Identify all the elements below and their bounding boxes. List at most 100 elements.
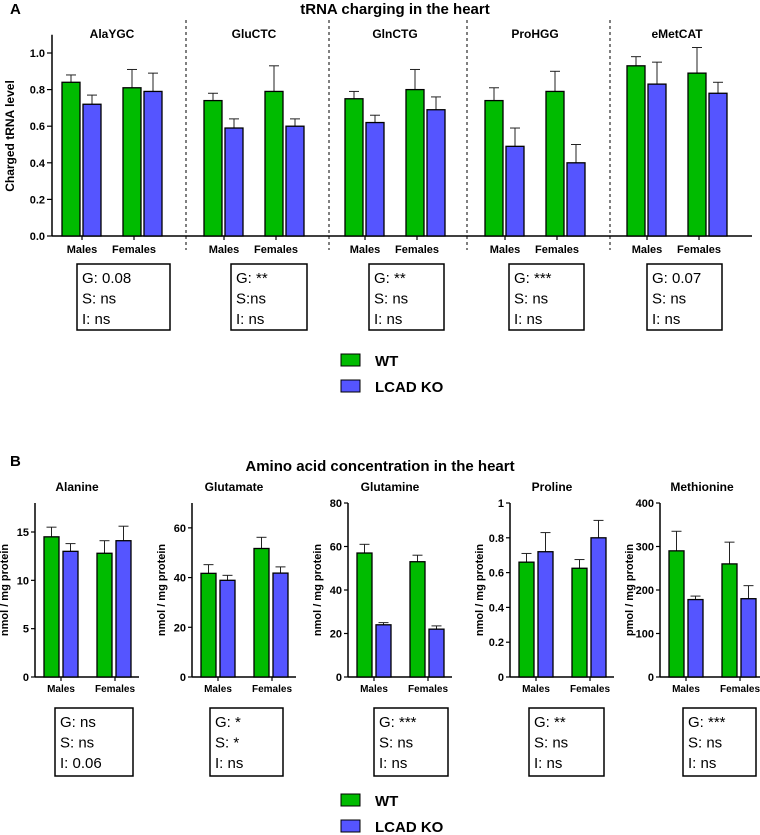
panel-label-a: A — [10, 1, 21, 18]
y-tick-label: 0.6 — [489, 568, 504, 580]
stats-line: G: 0.08 — [82, 270, 131, 287]
stats-line: I: 0.06 — [60, 755, 102, 772]
y-tick-label: 0.8 — [489, 533, 504, 545]
x-tick-label: Males — [47, 684, 75, 695]
stats-line: S: ns — [379, 735, 413, 752]
stats-line: S: ns — [688, 735, 722, 752]
bar-wt-males — [61, 81, 81, 237]
bar-ko-females — [590, 537, 607, 678]
x-tick-label: Males — [672, 684, 700, 695]
bar-ko-males — [224, 127, 244, 237]
x-tick-label: Males — [350, 244, 381, 256]
stats-line: I: ns — [82, 311, 110, 328]
y-axis-label: Charged tRNA level — [3, 80, 17, 192]
x-tick-label: Females — [252, 684, 292, 695]
y-tick-label: 0.0 — [30, 231, 45, 243]
legend-label-wt: WT — [375, 793, 398, 810]
stats-line: S: * — [215, 735, 239, 752]
y-tick-label: 0 — [180, 672, 186, 684]
group-title: Glutamine — [361, 480, 420, 494]
x-tick-label: Males — [490, 244, 521, 256]
stats-line: S: ns — [534, 735, 568, 752]
y-tick-label: 1 — [498, 498, 504, 510]
bar-wt-males — [43, 536, 60, 678]
stats-line: I: ns — [236, 311, 264, 328]
x-tick-label: Females — [95, 684, 135, 695]
bar-wt-females — [96, 552, 113, 678]
stats-line: S:ns — [236, 291, 266, 308]
chart-title-a: tRNA charging in the heart — [300, 1, 489, 18]
legend-swatch-ko — [340, 819, 361, 833]
bar-ko-females — [428, 628, 445, 678]
bar-wt-males — [203, 99, 223, 237]
bar-wt-males — [344, 98, 364, 237]
y-tick-label: 0.4 — [30, 158, 46, 170]
bar-wt-females — [545, 90, 565, 237]
bar-ko-males — [647, 83, 667, 237]
bar-wt-females — [721, 563, 738, 678]
bar-ko-males — [62, 550, 79, 678]
stats-line: G: ** — [236, 270, 268, 287]
bar-ko-males — [375, 624, 392, 678]
y-tick-label: 5 — [23, 624, 29, 636]
x-tick-label: Females — [112, 244, 156, 256]
stats-line: S: ns — [652, 291, 686, 308]
y-tick-label: 20 — [330, 629, 342, 641]
stats-box — [508, 263, 585, 331]
stats-box — [368, 263, 445, 331]
stats-box — [373, 707, 449, 777]
stats-box — [646, 263, 723, 331]
bar-ko-females — [740, 598, 757, 678]
group-title: Glutamate — [205, 480, 264, 494]
stats-line: S: ns — [514, 291, 548, 308]
y-tick-label: 40 — [330, 585, 342, 597]
chart-title-b: Amino acid concentration in the heart — [245, 458, 514, 475]
legend-label-wt: WT — [375, 353, 398, 370]
y-tick-label: 200 — [636, 585, 654, 597]
y-axis-label: nmol / mg protein — [474, 544, 486, 637]
bar-wt-males — [484, 99, 504, 237]
bar-ko-males — [219, 579, 236, 678]
x-tick-label: Females — [570, 684, 610, 695]
stats-line: G: *** — [688, 714, 726, 731]
y-tick-label: 0.2 — [489, 637, 504, 649]
stats-line: G: ns — [60, 714, 96, 731]
stats-line: I: ns — [374, 311, 402, 328]
y-tick-label: 0 — [648, 672, 654, 684]
stats-line: S: ns — [60, 735, 94, 752]
stats-line: G: ** — [374, 270, 406, 287]
stats-line: G: 0.07 — [652, 270, 701, 287]
y-tick-label: 60 — [330, 542, 342, 554]
group-title: Alanine — [55, 480, 99, 494]
y-tick-label: 1.0 — [30, 48, 45, 60]
legend-swatch-wt — [340, 353, 361, 367]
x-tick-label: Males — [204, 684, 232, 695]
stats-line: I: ns — [215, 755, 243, 772]
group-title: GlnCTG — [372, 27, 417, 41]
bar-ko-females — [426, 109, 446, 237]
y-tick-label: 0.4 — [489, 602, 505, 614]
x-tick-label: Females — [535, 244, 579, 256]
stats-box — [54, 707, 134, 777]
bar-ko-males — [505, 145, 525, 237]
bar-ko-females — [115, 540, 132, 678]
bar-ko-females — [285, 125, 305, 237]
y-tick-label: 80 — [330, 498, 342, 510]
y-tick-label: 0.6 — [30, 121, 45, 133]
x-tick-label: Females — [395, 244, 439, 256]
stats-line: I: ns — [534, 755, 562, 772]
y-axis-label: nmol / mg protein — [312, 544, 324, 637]
stats-line: I: ns — [688, 755, 716, 772]
stats-line: I: ns — [379, 755, 407, 772]
legend-swatch-ko — [340, 379, 361, 393]
group-title: ProHGG — [511, 27, 558, 41]
y-tick-label: 0.8 — [30, 85, 45, 97]
y-tick-label: 100 — [636, 629, 654, 641]
group-title: GluCTC — [232, 27, 277, 41]
y-tick-label: 0 — [498, 672, 504, 684]
group-title: eMetCAT — [651, 27, 703, 41]
x-tick-label: Females — [720, 684, 760, 695]
bar-wt-females — [122, 87, 142, 237]
x-tick-label: Females — [254, 244, 298, 256]
